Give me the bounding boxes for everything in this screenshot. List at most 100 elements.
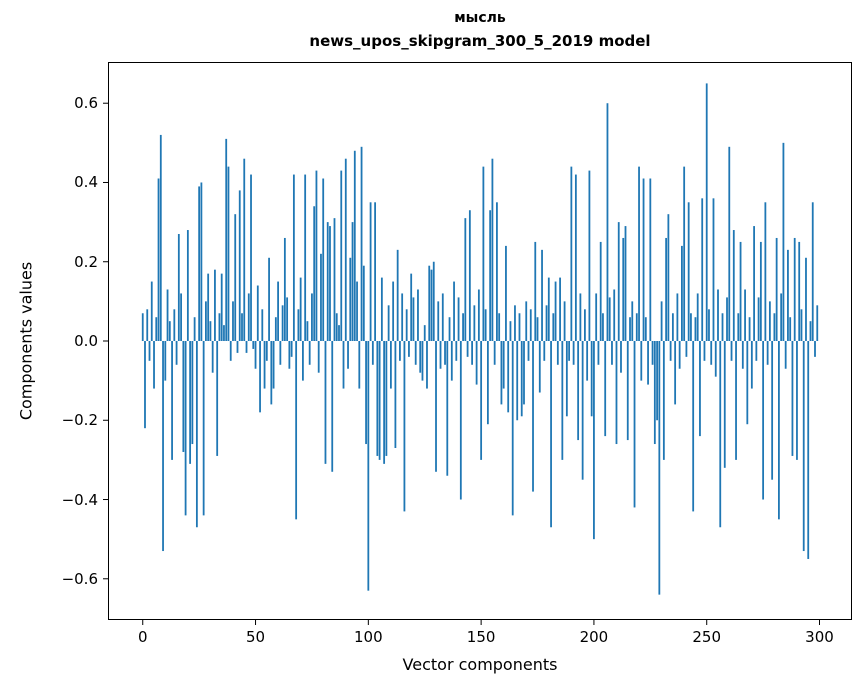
bar xyxy=(678,341,681,369)
chart-subtitle: news_upos_skipgram_300_5_2019 model xyxy=(309,32,651,50)
bar xyxy=(554,281,557,341)
bar xyxy=(455,341,458,361)
bar xyxy=(640,341,643,381)
x-tick-label: 0 xyxy=(137,628,148,646)
bar xyxy=(710,341,713,365)
bar xyxy=(775,237,778,341)
bar xyxy=(514,305,516,341)
bar xyxy=(144,341,146,429)
bar xyxy=(534,241,537,341)
bar xyxy=(563,301,566,341)
bar xyxy=(588,170,591,341)
bar xyxy=(369,202,372,341)
bar xyxy=(667,214,670,341)
bar xyxy=(523,341,525,405)
bar xyxy=(482,166,485,342)
bar xyxy=(347,341,349,369)
x-tick-label: 250 xyxy=(692,628,722,646)
bar xyxy=(705,83,708,342)
bar xyxy=(473,305,476,341)
bar xyxy=(324,341,327,464)
bar xyxy=(360,146,363,341)
bar xyxy=(626,341,629,441)
bar xyxy=(529,309,532,341)
bar xyxy=(660,301,663,341)
bar xyxy=(441,293,444,341)
bar xyxy=(681,245,683,341)
bar xyxy=(468,210,471,341)
bar xyxy=(712,198,715,341)
bar xyxy=(730,341,733,361)
bar xyxy=(687,202,690,341)
bar xyxy=(791,341,794,456)
bar xyxy=(263,341,266,389)
bar xyxy=(308,341,311,365)
bar xyxy=(371,341,374,365)
bar xyxy=(417,289,419,341)
bar xyxy=(200,182,203,341)
bar xyxy=(164,341,167,381)
bar xyxy=(245,341,248,353)
bar xyxy=(525,301,528,341)
bar xyxy=(811,202,814,341)
bar xyxy=(378,341,381,460)
bar xyxy=(690,313,692,341)
bar xyxy=(653,341,656,445)
bar xyxy=(584,309,586,341)
bar xyxy=(383,341,386,464)
bar xyxy=(466,341,469,357)
x-tick-label: 300 xyxy=(805,628,834,646)
bar xyxy=(304,174,307,341)
bar xyxy=(202,341,205,516)
bar xyxy=(604,341,607,437)
bar xyxy=(191,341,194,445)
bar xyxy=(520,341,523,417)
bar xyxy=(669,341,672,361)
bar xyxy=(216,341,219,456)
bar xyxy=(579,293,582,341)
bar xyxy=(696,293,699,341)
bar xyxy=(367,341,370,591)
bar xyxy=(256,285,259,341)
bar xyxy=(766,341,769,365)
bar xyxy=(602,313,604,341)
bar xyxy=(502,341,505,389)
bar xyxy=(538,341,541,393)
bar xyxy=(380,277,383,341)
bar xyxy=(635,313,638,341)
bar xyxy=(389,341,392,389)
bar xyxy=(283,237,286,341)
bar xyxy=(717,289,719,341)
bar xyxy=(574,174,577,341)
bar xyxy=(536,317,539,341)
bar xyxy=(656,341,658,421)
bar xyxy=(608,297,611,341)
bar xyxy=(768,301,771,341)
bar xyxy=(496,202,498,341)
bar xyxy=(493,341,496,365)
bar xyxy=(261,309,264,341)
bar xyxy=(184,341,187,516)
bar xyxy=(227,166,230,342)
bar xyxy=(480,341,483,460)
bar xyxy=(644,317,647,341)
bar xyxy=(448,317,451,341)
y-tick-label: 0.0 xyxy=(74,332,98,350)
y-tick-label: 0.2 xyxy=(74,252,98,271)
bar xyxy=(182,341,185,452)
bar xyxy=(385,341,388,456)
bar xyxy=(299,277,302,341)
bar xyxy=(714,341,717,377)
bar xyxy=(326,222,329,341)
bar xyxy=(229,341,232,361)
bar xyxy=(322,178,325,341)
bar xyxy=(793,237,796,341)
x-tick-label: 50 xyxy=(245,628,266,646)
bar xyxy=(166,289,169,341)
bar xyxy=(723,341,726,468)
bar xyxy=(507,341,510,413)
bar xyxy=(784,341,787,369)
bar xyxy=(365,341,367,445)
bar xyxy=(728,146,731,341)
x-tick-label: 100 xyxy=(354,628,383,646)
